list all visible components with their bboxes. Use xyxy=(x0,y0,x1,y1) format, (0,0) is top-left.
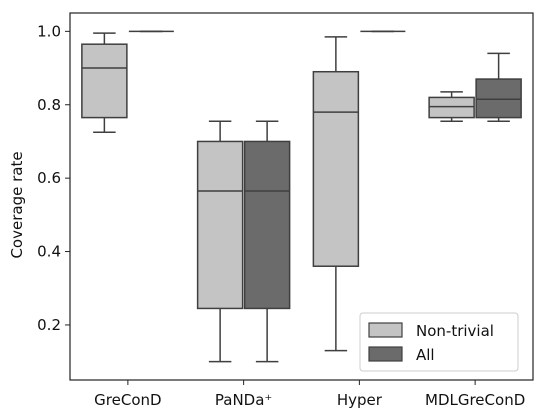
box-body xyxy=(81,43,128,119)
y-tick-label: 0.4 xyxy=(37,243,61,261)
box-body xyxy=(475,78,522,119)
legend-swatch xyxy=(368,322,403,338)
plot-frame xyxy=(69,12,534,381)
box-body xyxy=(196,140,244,310)
box-all-1 xyxy=(243,120,291,363)
legend-label: All xyxy=(416,346,435,364)
x-tick-label: PaNDa⁺ xyxy=(215,391,272,409)
y-axis-label: Coverage rate xyxy=(8,151,26,258)
box-non-trivial-2 xyxy=(312,36,360,352)
y-tick-label: 0.8 xyxy=(37,96,61,114)
legend-swatch xyxy=(368,346,403,362)
x-tick-label: Hyper xyxy=(337,391,383,409)
plot-area: 0.2 0.4 0.6 0.8 1.0 GreConD PaNDa⁺ Hyper MDLGreC… xyxy=(37,12,534,409)
y-tick-label: 0.2 xyxy=(37,316,61,334)
legend-label: Non-trivial xyxy=(416,322,494,340)
box-non-trivial-3 xyxy=(428,91,475,123)
box-non-trivial-0 xyxy=(81,32,128,134)
legend: Non-trivial All xyxy=(359,312,519,372)
box-body xyxy=(428,96,475,119)
box-body xyxy=(243,140,291,310)
box-body xyxy=(312,70,360,267)
x-tick-label: GreConD xyxy=(94,391,161,409)
y-tick-label: 0.6 xyxy=(37,169,61,187)
x-tick-label: MDLGreConD xyxy=(425,391,525,409)
y-tick-label: 1.0 xyxy=(37,22,61,40)
box-non-trivial-1 xyxy=(196,120,244,363)
box-all-3 xyxy=(475,52,522,123)
